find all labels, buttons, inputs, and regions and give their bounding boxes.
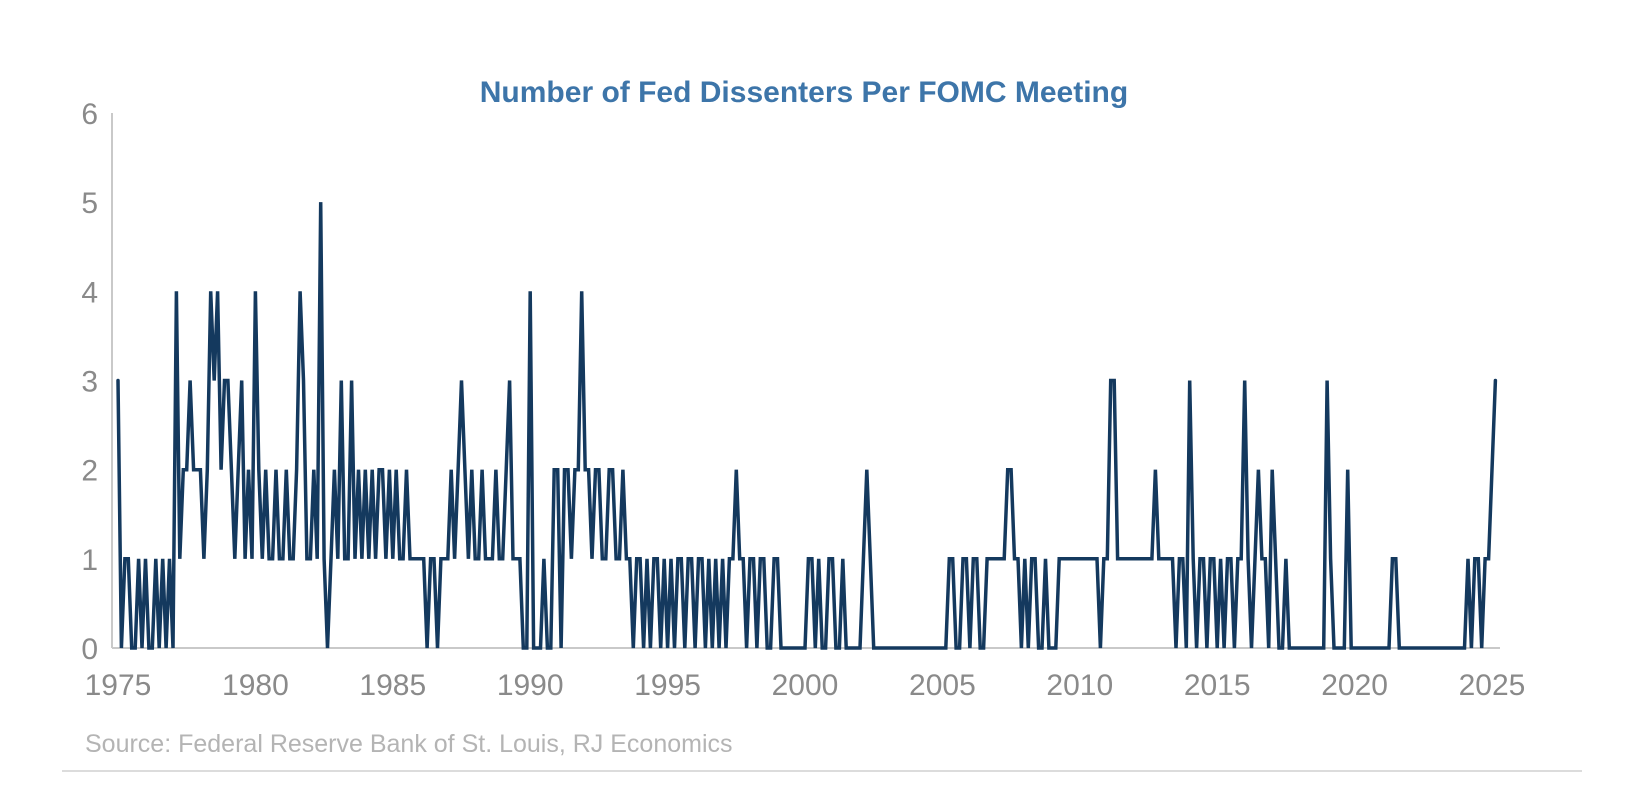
x-tick-label: 2000 (772, 669, 839, 702)
y-tick-label: 2 (81, 455, 98, 488)
y-tick-label: 1 (81, 544, 98, 577)
x-tick-label: 2025 (1459, 669, 1526, 702)
bottom-divider (62, 770, 1582, 772)
y-tick-label: 3 (81, 366, 98, 399)
y-tick-label: 4 (81, 276, 98, 309)
x-tick-label: 2020 (1321, 669, 1388, 702)
y-tick-label: 6 (81, 98, 98, 131)
y-tick-label: 0 (81, 633, 98, 666)
x-tick-label: 2005 (909, 669, 976, 702)
dissenters-series-line (116, 202, 1498, 650)
x-tick-label: 1980 (222, 669, 289, 702)
x-tick-label: 1975 (85, 669, 152, 702)
x-tick-label: 2010 (1046, 669, 1113, 702)
x-tick-label: 2015 (1184, 669, 1251, 702)
y-tick-label: 5 (81, 187, 98, 220)
x-tick-label: 1995 (634, 669, 701, 702)
chart-title: Number of Fed Dissenters Per FOMC Meetin… (479, 76, 1129, 109)
x-tick-label: 1985 (359, 669, 426, 702)
source-note: Source: Federal Reserve Bank of St. Loui… (85, 730, 733, 758)
x-tick-label: 1990 (497, 669, 564, 702)
fomc-dissenters-line-chart: 0 1 2 3 4 5 6 1975 1980 1985 1990 1995 2000 2005 2010 2… (81, 98, 1526, 702)
